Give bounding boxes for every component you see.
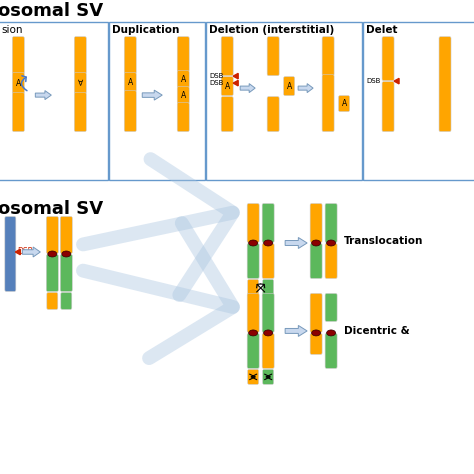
Polygon shape <box>233 73 238 79</box>
Text: A: A <box>286 82 292 91</box>
FancyBboxPatch shape <box>267 97 279 132</box>
FancyBboxPatch shape <box>60 217 73 254</box>
FancyBboxPatch shape <box>124 91 136 132</box>
Text: A: A <box>341 99 346 108</box>
FancyBboxPatch shape <box>177 102 189 132</box>
FancyBboxPatch shape <box>325 293 337 321</box>
FancyBboxPatch shape <box>325 203 337 243</box>
FancyBboxPatch shape <box>439 36 451 132</box>
FancyBboxPatch shape <box>61 292 72 310</box>
FancyBboxPatch shape <box>247 244 259 278</box>
Polygon shape <box>240 83 255 92</box>
FancyBboxPatch shape <box>262 203 274 243</box>
FancyBboxPatch shape <box>262 333 274 368</box>
FancyBboxPatch shape <box>221 36 233 76</box>
Text: osomal SV: osomal SV <box>0 200 103 218</box>
Bar <box>363 22 474 180</box>
Ellipse shape <box>311 240 320 246</box>
Text: A: A <box>225 82 230 91</box>
Bar <box>206 22 362 180</box>
Text: osomal SV: osomal SV <box>0 2 103 20</box>
FancyBboxPatch shape <box>177 71 189 88</box>
Ellipse shape <box>48 251 57 257</box>
FancyBboxPatch shape <box>177 87 189 104</box>
Polygon shape <box>15 249 20 255</box>
FancyBboxPatch shape <box>310 203 322 243</box>
Ellipse shape <box>327 330 336 336</box>
Text: Duplication: Duplication <box>112 25 180 35</box>
Ellipse shape <box>249 330 258 336</box>
FancyBboxPatch shape <box>283 77 295 96</box>
FancyBboxPatch shape <box>248 369 259 384</box>
FancyBboxPatch shape <box>177 36 189 72</box>
FancyBboxPatch shape <box>247 293 259 332</box>
FancyBboxPatch shape <box>267 36 279 76</box>
Ellipse shape <box>249 240 258 246</box>
FancyBboxPatch shape <box>12 73 24 93</box>
FancyBboxPatch shape <box>338 96 350 111</box>
Polygon shape <box>285 326 307 337</box>
FancyBboxPatch shape <box>74 73 86 93</box>
Text: A: A <box>128 78 133 87</box>
Polygon shape <box>394 78 399 84</box>
Polygon shape <box>142 90 162 100</box>
Ellipse shape <box>264 240 273 246</box>
FancyBboxPatch shape <box>47 292 58 310</box>
Text: DSB: DSB <box>18 247 33 256</box>
FancyBboxPatch shape <box>248 280 259 296</box>
Text: A: A <box>181 74 186 83</box>
FancyBboxPatch shape <box>247 203 259 243</box>
Polygon shape <box>285 237 307 248</box>
FancyBboxPatch shape <box>322 36 334 76</box>
FancyBboxPatch shape <box>5 217 16 292</box>
FancyBboxPatch shape <box>74 92 86 132</box>
Text: A: A <box>181 91 186 100</box>
Ellipse shape <box>62 251 71 257</box>
Bar <box>0 22 108 180</box>
FancyBboxPatch shape <box>310 333 322 355</box>
FancyBboxPatch shape <box>60 255 73 292</box>
FancyBboxPatch shape <box>46 217 58 254</box>
Text: DSB: DSB <box>209 80 224 86</box>
FancyBboxPatch shape <box>46 255 58 292</box>
FancyBboxPatch shape <box>124 36 136 73</box>
Text: Dicentric &: Dicentric & <box>344 326 410 336</box>
FancyBboxPatch shape <box>247 333 259 368</box>
FancyBboxPatch shape <box>325 244 337 278</box>
Text: ∀: ∀ <box>78 79 83 88</box>
Text: Translocation: Translocation <box>344 236 423 246</box>
FancyBboxPatch shape <box>382 82 394 132</box>
Text: sion: sion <box>1 25 23 35</box>
FancyBboxPatch shape <box>310 244 322 278</box>
Text: Deletion (interstitial): Deletion (interstitial) <box>209 25 335 35</box>
Polygon shape <box>298 83 313 92</box>
FancyBboxPatch shape <box>263 369 273 384</box>
Ellipse shape <box>327 240 336 246</box>
Bar <box>109 22 205 180</box>
FancyBboxPatch shape <box>12 36 24 73</box>
FancyBboxPatch shape <box>221 77 233 96</box>
FancyBboxPatch shape <box>12 92 24 132</box>
FancyBboxPatch shape <box>322 74 334 132</box>
FancyBboxPatch shape <box>262 244 274 278</box>
FancyBboxPatch shape <box>124 73 136 91</box>
FancyBboxPatch shape <box>382 36 394 81</box>
FancyBboxPatch shape <box>310 293 322 332</box>
Text: DSB: DSB <box>209 73 224 79</box>
FancyBboxPatch shape <box>74 36 86 73</box>
Polygon shape <box>36 91 51 100</box>
Ellipse shape <box>311 330 320 336</box>
FancyBboxPatch shape <box>325 333 337 368</box>
Text: DSB: DSB <box>366 78 381 84</box>
FancyBboxPatch shape <box>262 293 274 332</box>
Polygon shape <box>22 247 40 257</box>
FancyBboxPatch shape <box>221 97 233 132</box>
Text: A: A <box>16 79 21 88</box>
Text: Delet: Delet <box>366 25 398 35</box>
Polygon shape <box>233 81 238 86</box>
Ellipse shape <box>264 330 273 336</box>
FancyBboxPatch shape <box>263 280 273 296</box>
